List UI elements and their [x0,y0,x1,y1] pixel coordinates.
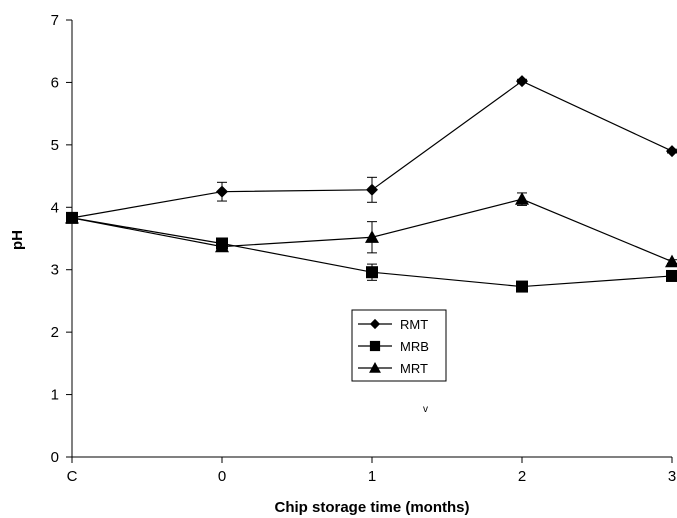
data-point-mrb [516,280,528,293]
data-point-mrt [515,192,529,205]
y-tick-label: 2 [51,324,59,341]
legend-label-rmt: RMT [400,317,428,332]
data-point-rmt [216,185,228,198]
x-tick-label: C [67,468,78,485]
data-point-mrt [215,239,229,253]
data-point-rmt [666,145,677,158]
data-point-mrt [665,254,677,268]
data-point-mrt [65,210,79,224]
data-point-mrt [365,230,379,243]
y-tick-label: 7 [51,12,59,29]
legend: RMT MRB MRT [351,309,447,382]
legend-marker-mrb [369,340,381,352]
x-axis-title: Chip storage time (months) [274,499,469,516]
y-axis: 0 1 2 3 4 5 6 7 [51,12,73,466]
y-tick-label: 0 [51,449,59,466]
legend-marker-mrt [369,362,381,373]
x-tick-label: 2 [518,468,526,485]
y-tick-label: 6 [51,74,59,91]
legend-label-mrt: MRT [400,361,428,376]
stray-annotation: v [423,404,428,415]
x-tick-label: 1 [368,468,376,485]
x-axis: C 0 1 2 3 [67,456,676,485]
x-tick-label: 0 [218,468,226,485]
y-tick-label: 5 [51,137,59,154]
series-rmt [66,75,677,224]
legend-marker-rmt [369,318,381,330]
y-tick-label: 4 [51,199,59,216]
y-tick-label: 3 [51,262,59,279]
y-axis-title: pH [9,230,26,250]
data-point-rmt [366,183,378,196]
data-point-rmt [516,75,528,88]
plot-area [65,75,677,293]
series-mrt [65,192,677,268]
series-mrb [66,211,677,293]
y-tick-label: 1 [51,387,59,404]
x-tick-label: 3 [668,468,676,485]
data-point-mrb [666,269,677,282]
data-point-mrb [366,266,378,279]
legend-label-mrb: MRB [400,339,429,354]
